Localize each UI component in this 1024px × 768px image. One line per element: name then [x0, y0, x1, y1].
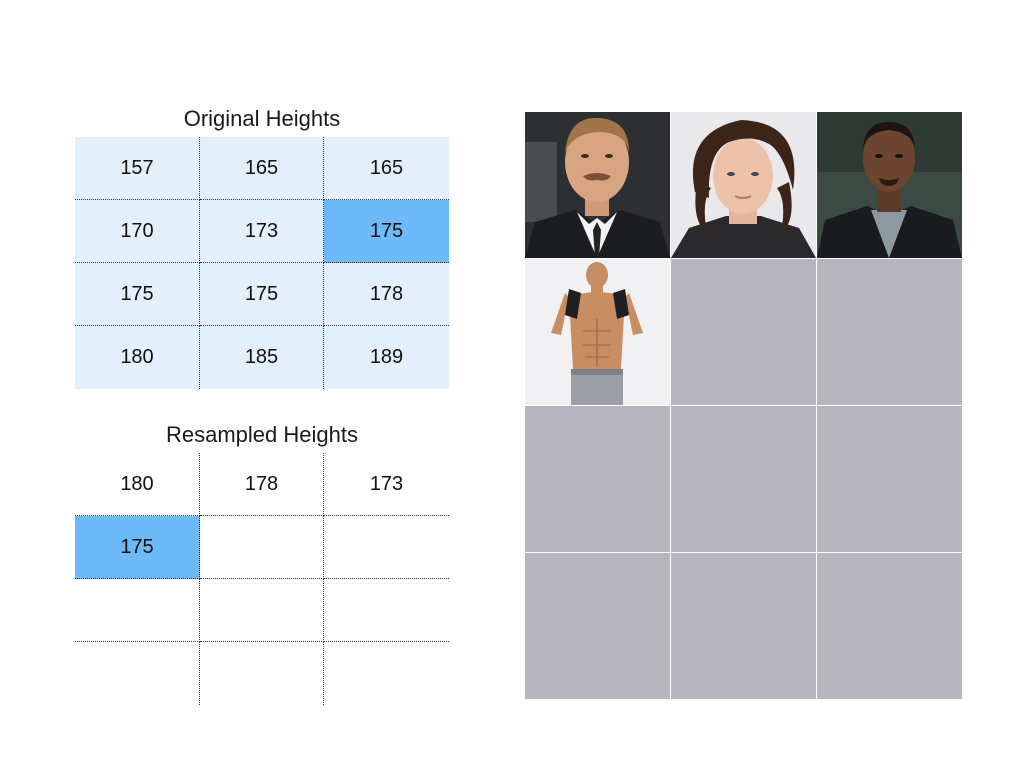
- empty-photo-slot: [817, 259, 962, 405]
- table-cell: 180: [75, 326, 200, 389]
- resampled-heights-title: Resampled Heights: [166, 422, 358, 447]
- table-cell: [75, 642, 200, 705]
- table-cell: 175: [200, 263, 324, 326]
- highlighted-cell: 175: [324, 200, 449, 263]
- table-cell: [324, 516, 449, 579]
- table-cell: 173: [324, 453, 449, 516]
- empty-photo-slot: [671, 406, 816, 552]
- empty-photo-slot: [525, 553, 670, 699]
- table-cell: 178: [324, 263, 449, 326]
- empty-photo-slot: [817, 406, 962, 552]
- table-cell: 178: [200, 453, 324, 516]
- table-cell: 165: [200, 137, 324, 200]
- table-cell: 157: [75, 137, 200, 200]
- portrait-photo-curly-hair: [671, 112, 816, 258]
- table-cell: 165: [324, 137, 449, 200]
- table-cell: 175: [75, 263, 200, 326]
- empty-photo-slot: [671, 259, 816, 405]
- table-cell: [324, 642, 449, 705]
- original-heights-title: Original Heights: [183, 106, 341, 131]
- table-cell: 185: [200, 326, 324, 389]
- portrait-photo-dark-suit: [817, 112, 962, 258]
- fitness-model-photo: [525, 259, 670, 405]
- photo-grid: [525, 112, 962, 703]
- table-cell: 180: [75, 453, 200, 516]
- table-cell: 170: [75, 200, 200, 263]
- resampled-heights-table: 180 178 173 175: [75, 453, 449, 705]
- empty-photo-slot: [525, 406, 670, 552]
- table-cell: [200, 642, 324, 705]
- table-cell: 173: [200, 200, 324, 263]
- table-cell: 189: [369, 346, 404, 368]
- table-cell: [200, 579, 324, 642]
- table-cell: [324, 579, 449, 642]
- original-heights-table: 157 165 165 170 173 175 175 175 178 180 …: [75, 137, 449, 389]
- table-cell: [200, 516, 324, 579]
- empty-photo-slot: [671, 553, 816, 699]
- highlighted-cell: 175: [75, 516, 200, 579]
- portrait-photo-suit: [525, 112, 670, 258]
- table-cell: [75, 579, 200, 642]
- empty-photo-slot: [817, 553, 962, 699]
